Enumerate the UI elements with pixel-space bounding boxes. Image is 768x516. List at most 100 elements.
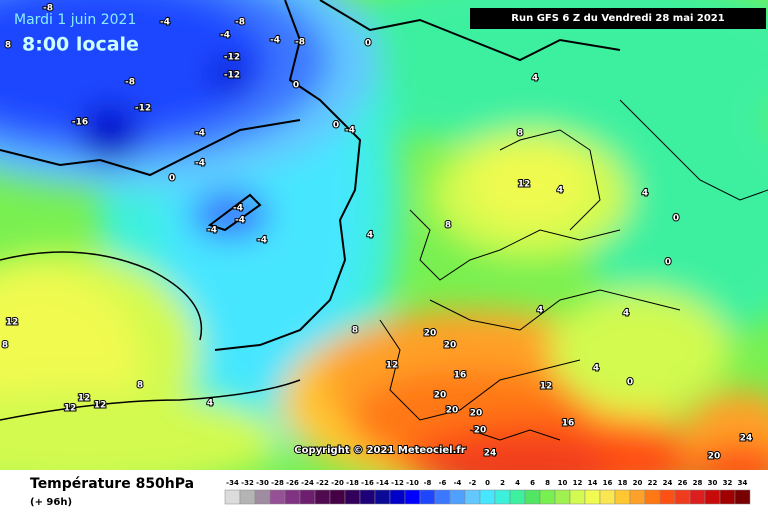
- legend-label: 20: [633, 479, 643, 487]
- legend-label: -32: [241, 479, 254, 487]
- contour-label: -8: [295, 38, 305, 48]
- legend-label: 26: [678, 479, 688, 487]
- contour-label: 12: [64, 404, 77, 414]
- contour-label: -4: [345, 126, 355, 136]
- legend-label: 34: [738, 479, 748, 487]
- legend-label: -24: [301, 479, 314, 487]
- footer-lead: (+ 96h): [30, 497, 72, 508]
- legend-swatch: [329, 489, 346, 505]
- legend-swatch: [359, 489, 376, 505]
- legend-label: 6: [530, 479, 535, 487]
- contour-label: 20: [470, 409, 483, 419]
- legend-label: 14: [588, 479, 598, 487]
- contour-label: 4: [593, 364, 599, 374]
- legend-swatch: [734, 489, 751, 505]
- contour-label: 0: [673, 214, 679, 224]
- run-box: [470, 8, 766, 29]
- contour-label: 4: [557, 186, 563, 196]
- legend-label: -30: [256, 479, 269, 487]
- legend-swatch: [344, 489, 361, 505]
- contour-label: 4: [367, 231, 373, 241]
- legend-swatch: [479, 489, 496, 505]
- contour-label: 4: [532, 74, 538, 84]
- contour-label: -12: [224, 71, 240, 81]
- run-info: Run GFS 6 Z du Vendredi 28 mai 2021: [511, 13, 724, 24]
- legend-label: 0: [485, 479, 490, 487]
- contour-label: 12: [78, 394, 91, 404]
- legend-label: -4: [454, 479, 462, 487]
- contour-label: 8: [5, 41, 11, 51]
- legend-label: -26: [286, 479, 299, 487]
- legend-swatch: [704, 489, 721, 505]
- contour-label: -4: [220, 31, 230, 41]
- legend-swatch: [629, 489, 646, 505]
- contour-label: 12: [518, 180, 531, 190]
- copyright: Copyright © 2021 Meteociel.fr: [294, 445, 465, 456]
- contour-label: -4: [195, 129, 205, 139]
- contour-label: 20: [444, 341, 457, 351]
- contour-label: 0: [665, 258, 671, 268]
- legend-label: -14: [376, 479, 389, 487]
- contour-label: 4: [642, 189, 648, 199]
- contour-label: -12: [135, 104, 151, 114]
- contour-label: 0: [169, 174, 175, 184]
- contour-label: 24: [484, 449, 497, 459]
- contour-label: -4: [270, 36, 280, 46]
- legend-swatch: [284, 489, 301, 505]
- legend-label: 18: [618, 479, 628, 487]
- contour-label: 24: [740, 434, 753, 444]
- contour-label: 12: [386, 361, 399, 371]
- legend-swatch: [659, 489, 676, 505]
- contour-label: 20: [708, 452, 721, 462]
- legend-swatch: [374, 489, 391, 505]
- legend-swatch: [389, 489, 406, 505]
- legend-label: -12: [391, 479, 404, 487]
- legend-label: -22: [316, 479, 329, 487]
- contour-label: 16: [454, 371, 467, 381]
- legend-swatch: [569, 489, 586, 505]
- legend-swatch: [404, 489, 421, 505]
- color-legend: -34 -32 -30 -28 -26 -24 -22 -20 -18 -16 -14 -12 -10-…: [224, 479, 751, 505]
- legend-label: -34: [226, 479, 239, 487]
- legend-label: 2: [500, 479, 505, 487]
- contour-label: 20: [434, 391, 447, 401]
- contour-label: 20: [474, 426, 487, 436]
- contour-label: -12: [224, 53, 240, 63]
- legend-swatch: [314, 489, 331, 505]
- contour-label: 20: [424, 329, 437, 339]
- contour-label: 8: [517, 129, 523, 139]
- legend-swatch: [644, 489, 661, 505]
- legend-label: -8: [424, 479, 432, 487]
- legend-label: -28: [271, 479, 284, 487]
- contour-label: 8: [137, 381, 143, 391]
- contour-label: 8: [352, 326, 358, 336]
- footer-title: Température 850hPa: [30, 476, 194, 492]
- contour-label: -8: [125, 78, 135, 88]
- legend-swatch: [464, 489, 481, 505]
- legend-swatch: [509, 489, 526, 505]
- legend-label: 8: [545, 479, 550, 487]
- legend-swatch: [299, 489, 316, 505]
- contour-label: 8: [2, 341, 8, 351]
- contour-label: 0: [365, 39, 371, 49]
- contour-label: 4: [623, 309, 629, 319]
- contour-label: -4: [195, 159, 205, 169]
- legend-swatch: [599, 489, 616, 505]
- contour-label: 16: [562, 419, 575, 429]
- contour-label: -4: [233, 204, 243, 214]
- legend-swatch: [524, 489, 541, 505]
- contour-label: 4: [537, 306, 543, 316]
- contour-label: 12: [540, 382, 553, 392]
- legend-swatch: [614, 489, 631, 505]
- contour-label: 12: [6, 318, 19, 328]
- legend-swatch: [224, 489, 241, 505]
- legend-swatch: [539, 489, 556, 505]
- contour-label: 8: [445, 221, 451, 231]
- legend-label: -6: [439, 479, 447, 487]
- legend-label: 30: [708, 479, 718, 487]
- legend-label: -10: [406, 479, 419, 487]
- legend-label: 28: [693, 479, 703, 487]
- legend-swatch: [419, 489, 436, 505]
- legend-swatch: [449, 489, 466, 505]
